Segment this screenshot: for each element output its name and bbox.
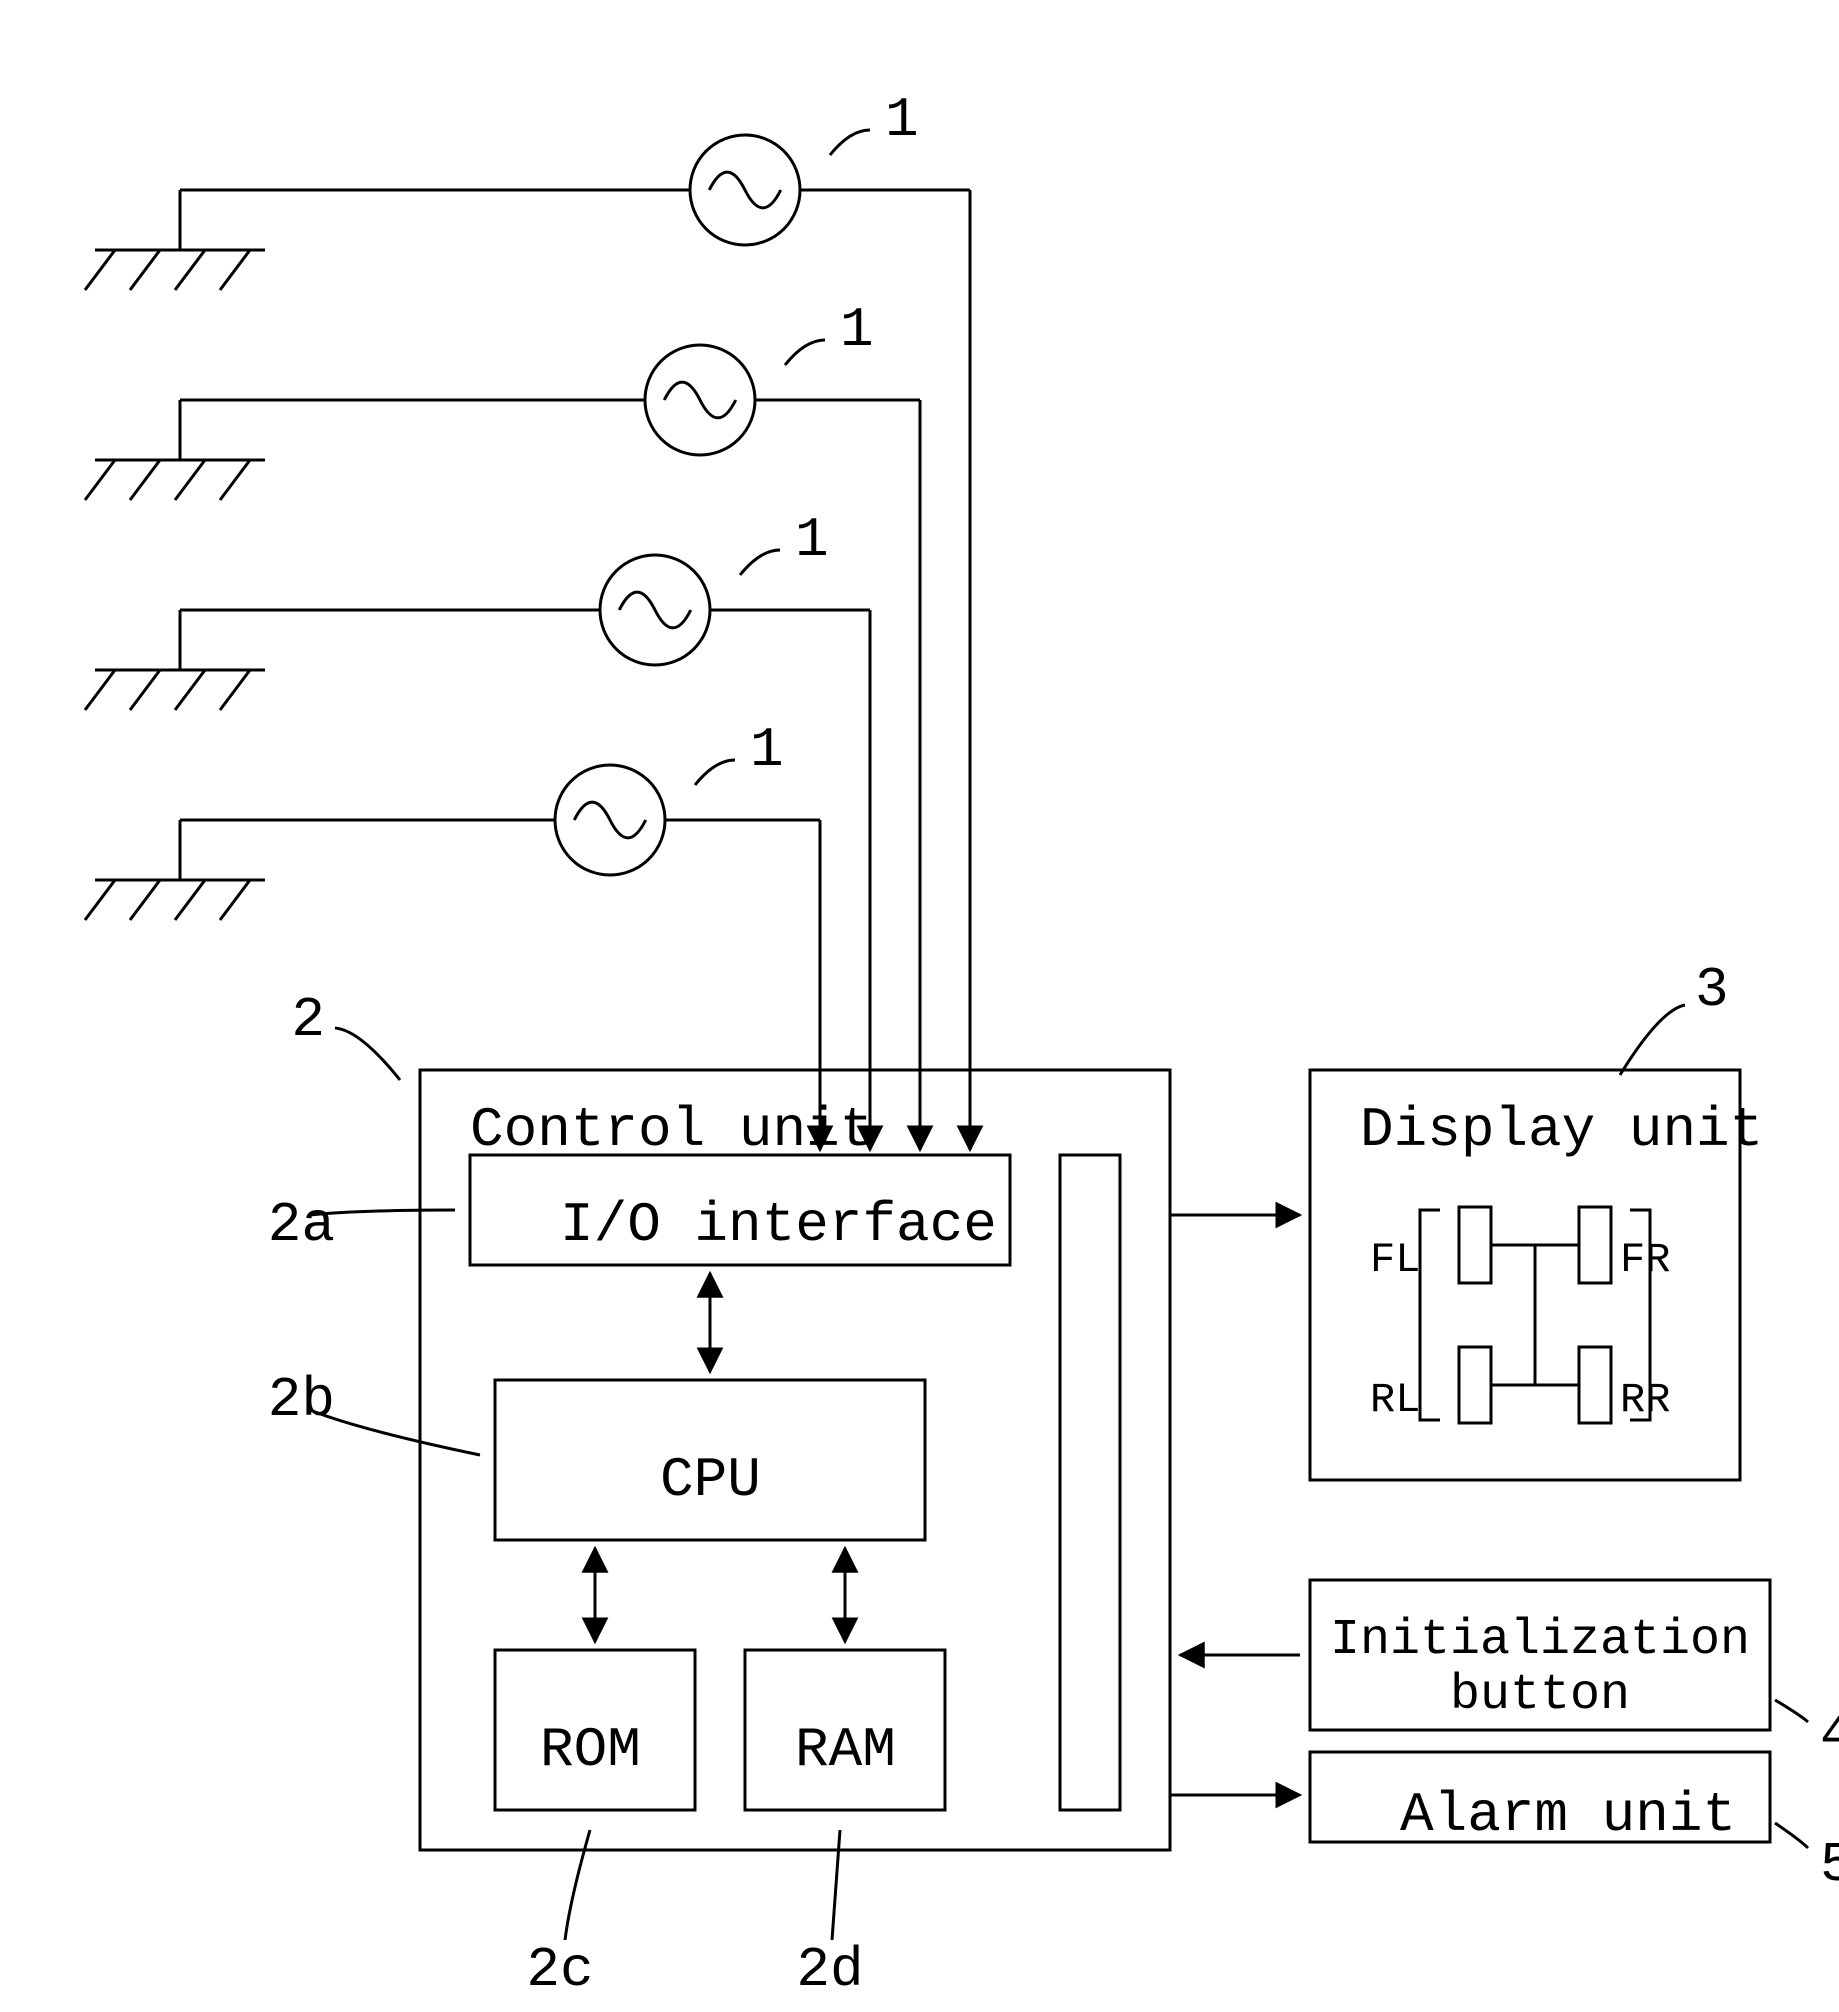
wheel-label-rl: RL <box>1370 1376 1420 1424</box>
ref-label: 1 <box>840 298 874 362</box>
sine-icon <box>664 382 736 418</box>
ref-label: 2d <box>796 1938 863 2002</box>
cpu-label: CPU <box>660 1448 761 1512</box>
rom-label: ROM <box>540 1718 641 1782</box>
ref-label: 5 <box>1820 1833 1839 1897</box>
wheel-label-rr: RR <box>1620 1376 1670 1424</box>
ref-label: 2a <box>268 1193 335 1257</box>
ref-label: 2b <box>268 1368 335 1432</box>
ground-hatch <box>220 670 250 710</box>
ground-hatch <box>175 250 205 290</box>
wheel-icon <box>1459 1347 1491 1423</box>
wheel-label-fl: FL <box>1370 1236 1420 1284</box>
ref-leader <box>335 1028 400 1080</box>
ground-hatch <box>220 880 250 920</box>
ref-label: 2c <box>526 1938 593 2002</box>
control-unit-title: Control unit <box>470 1098 873 1162</box>
ground-hatch <box>175 460 205 500</box>
ref-label: 1 <box>885 88 919 152</box>
ref-leader <box>565 1830 590 1940</box>
ref-leader <box>1775 1823 1808 1848</box>
ref-label: 1 <box>795 508 829 572</box>
sine-icon <box>574 802 646 838</box>
ground-hatch <box>130 880 160 920</box>
wheel-label-fr: FR <box>1620 1236 1670 1284</box>
ground-hatch <box>220 250 250 290</box>
ref-leader <box>1620 1005 1685 1075</box>
ref-label: 3 <box>1695 958 1729 1022</box>
ground-hatch <box>130 670 160 710</box>
init-button-label1: Initialization <box>1330 1612 1750 1669</box>
display-bracket-left <box>1420 1210 1440 1420</box>
wheel-icon <box>1459 1207 1491 1283</box>
ref-leader <box>785 340 825 365</box>
ref-leader <box>695 760 735 785</box>
sine-icon <box>709 172 781 208</box>
ref-leader <box>740 550 780 575</box>
wheel-icon <box>1579 1347 1611 1423</box>
ground-hatch <box>130 250 160 290</box>
init-button-label2: button <box>1450 1667 1630 1724</box>
ref-leader <box>1775 1700 1808 1722</box>
display-unit-title: Display unit <box>1360 1098 1763 1162</box>
ground-hatch <box>85 250 115 290</box>
ground-hatch <box>175 880 205 920</box>
io-interface-label: I/O interface <box>560 1193 997 1257</box>
ground-hatch <box>85 460 115 500</box>
ground-hatch <box>85 880 115 920</box>
ref-leader <box>832 1830 840 1940</box>
ref-label: 2 <box>291 988 325 1052</box>
ground-hatch <box>220 460 250 500</box>
wheel-icon <box>1579 1207 1611 1283</box>
ref-leader <box>310 1410 480 1455</box>
alarm-unit-label: Alarm unit <box>1400 1783 1736 1847</box>
ref-label: 4 <box>1820 1703 1839 1767</box>
ref-leader <box>830 130 870 155</box>
ref-label: 1 <box>750 718 784 782</box>
ground-hatch <box>130 460 160 500</box>
ground-hatch <box>85 670 115 710</box>
sine-icon <box>619 592 691 628</box>
ram-label: RAM <box>795 1718 896 1782</box>
ground-hatch <box>175 670 205 710</box>
bus-box <box>1060 1155 1120 1810</box>
